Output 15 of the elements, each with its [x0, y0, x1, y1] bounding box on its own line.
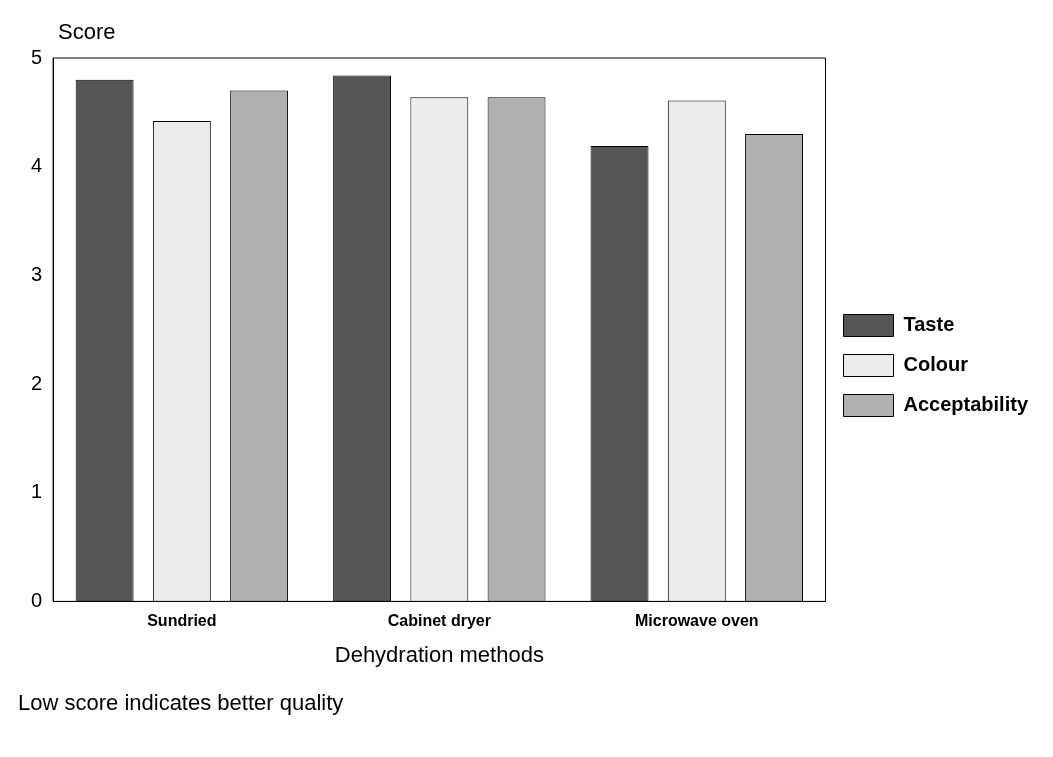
x-tick-label: Sundried — [147, 612, 217, 630]
y-tick-label: 0 — [31, 588, 43, 611]
text: Low score indicates better quality — [18, 690, 344, 716]
y-tick-label: 5 — [31, 45, 43, 68]
y-tick-label: 3 — [31, 262, 43, 285]
y-axis-title: Score — [58, 19, 116, 45]
x-tick-label: Microwave oven — [634, 612, 759, 630]
y-tick-label: 1 — [31, 480, 43, 503]
legend-label: Acceptability — [903, 393, 1029, 416]
legend-label: Colour — [903, 353, 969, 376]
y-tick-label: 4 — [31, 154, 43, 177]
y-tick-label: 2 — [31, 371, 43, 394]
x-tick-label: Cabinet dryer — [387, 612, 491, 630]
legend-label: Taste — [903, 313, 955, 336]
x-axis-title: Dehydration methods — [334, 641, 544, 667]
